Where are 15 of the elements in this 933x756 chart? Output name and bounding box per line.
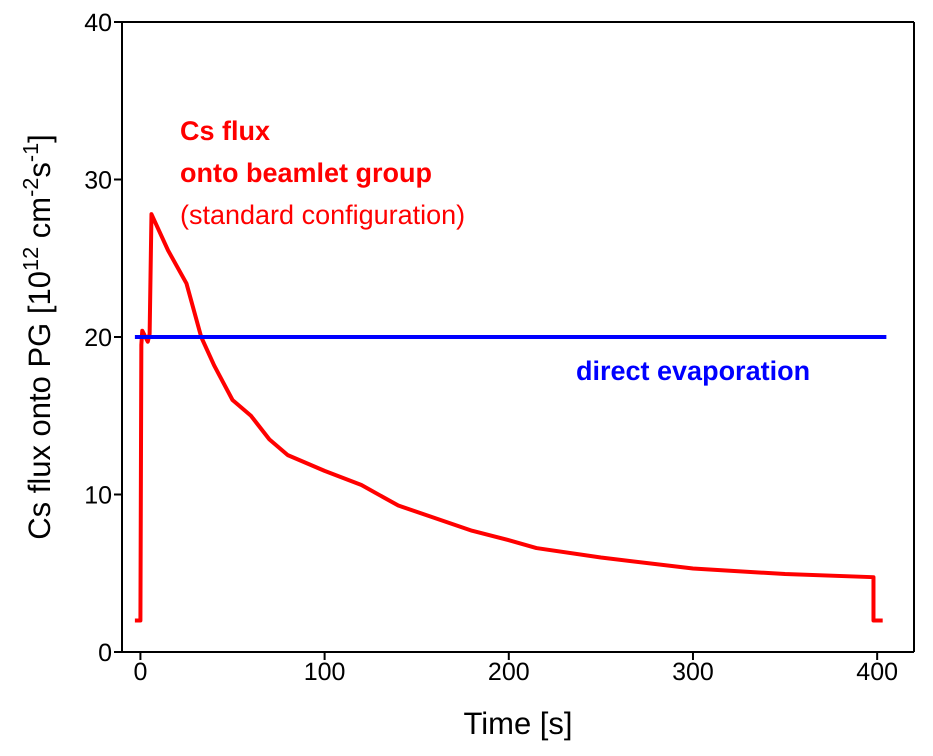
x-axis-title: Time [s] (463, 706, 573, 741)
y-tick-label: 30 (84, 166, 112, 194)
x-tick-label: 100 (304, 658, 346, 686)
annotation: Cs flux (180, 116, 270, 147)
y-tick-label: 10 (84, 481, 112, 510)
annotation: direct evaporation (576, 356, 810, 387)
y-tick-label: 40 (84, 8, 112, 37)
x-tick-label: 200 (488, 658, 530, 686)
annotation: (standard configuration) (180, 200, 466, 231)
x-tick-label: 400 (856, 658, 898, 686)
x-tick-label: 300 (672, 658, 714, 686)
annotation: onto beamlet group (180, 158, 432, 189)
y-tick-label: 0 (98, 638, 112, 667)
y-tick-label: 20 (84, 324, 112, 352)
x-tick-label: 0 (133, 658, 148, 686)
